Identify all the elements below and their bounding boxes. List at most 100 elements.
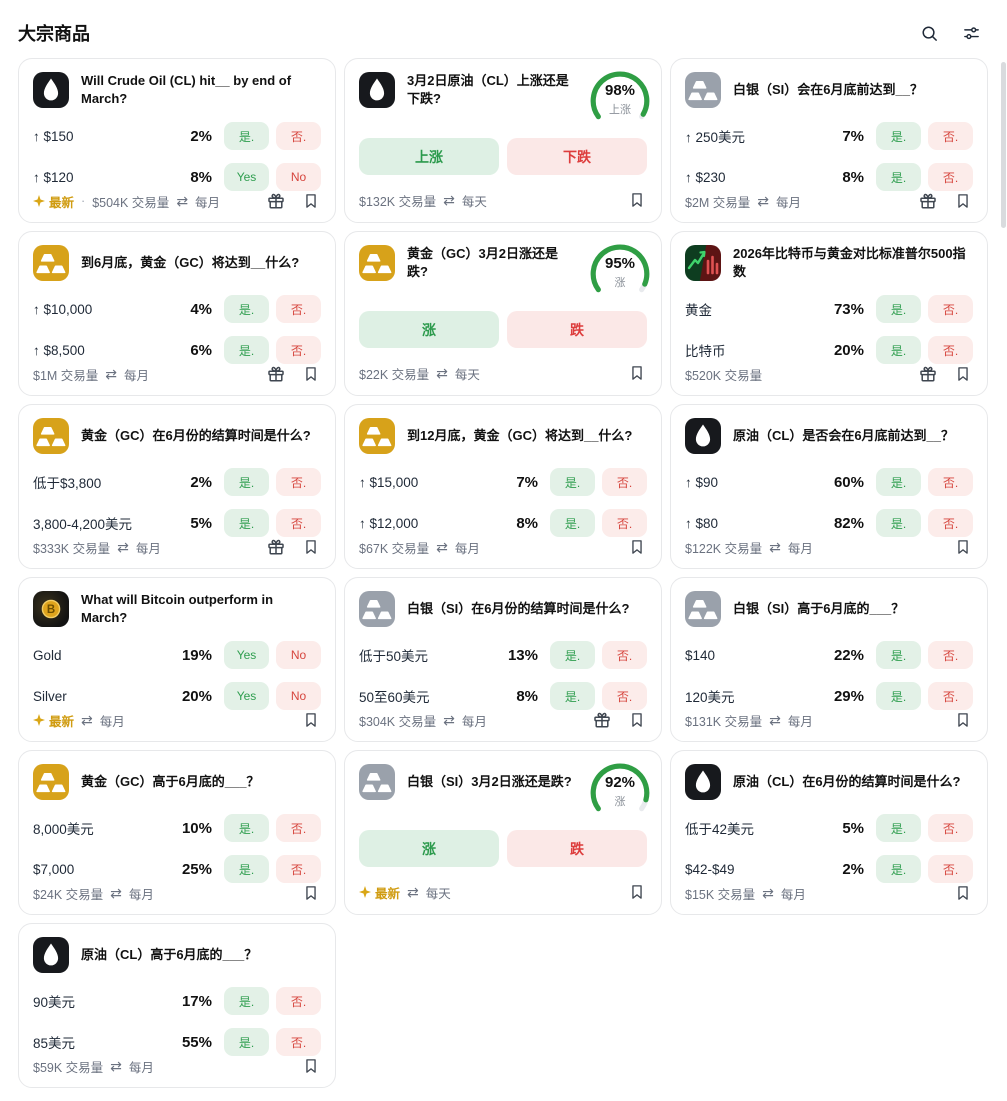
bookmark-icon[interactable]: [301, 364, 321, 384]
gift-icon[interactable]: [266, 537, 286, 557]
no-button[interactable]: 否.: [928, 682, 973, 710]
market-card[interactable]: 白银（SI）在6月份的结算时间是什么? 低于50美元 13% 是. 否. 50至…: [344, 577, 662, 742]
search-icon[interactable]: [919, 23, 939, 43]
no-button[interactable]: 否.: [276, 336, 321, 364]
yes-button[interactable]: 是.: [876, 855, 921, 883]
down-button[interactable]: 下跌: [507, 138, 647, 175]
no-button[interactable]: 否.: [928, 468, 973, 496]
gift-icon[interactable]: [592, 710, 612, 730]
up-button[interactable]: 涨: [359, 830, 499, 867]
market-card[interactable]: 黄金（GC）3月2日涨还是跌? 95% 涨 涨 跌 $22K 交易量 ⇄ 每天: [344, 231, 662, 396]
market-card[interactable]: Will Crude Oil (CL) hit__ by end of Marc…: [18, 58, 336, 223]
no-button[interactable]: 否.: [276, 122, 321, 150]
yes-button[interactable]: Yes: [224, 682, 269, 710]
bookmark-icon[interactable]: [301, 537, 321, 557]
no-button[interactable]: 否.: [276, 295, 321, 323]
yes-button[interactable]: 是.: [224, 987, 269, 1015]
yes-button[interactable]: 是.: [224, 468, 269, 496]
yes-button[interactable]: 是.: [876, 295, 921, 323]
no-button[interactable]: 否.: [276, 1028, 321, 1056]
no-button[interactable]: 否.: [602, 641, 647, 669]
yes-button[interactable]: 是.: [550, 509, 595, 537]
yes-button[interactable]: 是.: [876, 336, 921, 364]
scrollbar-thumb[interactable]: [1001, 62, 1006, 228]
bookmark-icon[interactable]: [301, 710, 321, 730]
filter-sliders-icon[interactable]: [961, 23, 981, 43]
yes-button[interactable]: Yes: [224, 163, 269, 191]
yes-button[interactable]: 是.: [876, 163, 921, 191]
market-card[interactable]: 到6月底，黄金（GC）将达到__什么? ↑ $10,000 4% 是. 否. ↑…: [18, 231, 336, 396]
yes-button[interactable]: 是.: [224, 122, 269, 150]
up-button[interactable]: 涨: [359, 311, 499, 348]
market-card[interactable]: 黄金（GC）高于6月底的___？ 8,000美元 10% 是. 否. $7,00…: [18, 750, 336, 915]
bookmark-icon[interactable]: [301, 191, 321, 211]
bookmark-icon[interactable]: [953, 191, 973, 211]
market-card[interactable]: 白银（SI）会在6月底前达到__？ ↑ 250美元 7% 是. 否. ↑ $23…: [670, 58, 988, 223]
no-button[interactable]: 否.: [928, 122, 973, 150]
no-button[interactable]: 否.: [276, 987, 321, 1015]
bookmark-icon[interactable]: [953, 537, 973, 557]
yes-button[interactable]: 是.: [224, 855, 269, 883]
no-button[interactable]: No: [276, 641, 321, 669]
no-button[interactable]: 否.: [602, 468, 647, 496]
yes-button[interactable]: 是.: [876, 122, 921, 150]
yes-button[interactable]: 是.: [224, 814, 269, 842]
no-button[interactable]: No: [276, 682, 321, 710]
gift-icon[interactable]: [918, 191, 938, 211]
market-card[interactable]: 到12月底，黄金（GC）将达到__什么? ↑ $15,000 7% 是. 否. …: [344, 404, 662, 569]
bookmark-icon[interactable]: [627, 710, 647, 730]
bookmark-icon[interactable]: [953, 883, 973, 903]
no-button[interactable]: 否.: [928, 641, 973, 669]
bookmark-icon[interactable]: [627, 190, 647, 210]
yes-button[interactable]: 是.: [550, 468, 595, 496]
yes-button[interactable]: 是.: [876, 468, 921, 496]
no-button[interactable]: 否.: [276, 814, 321, 842]
bookmark-icon[interactable]: [953, 710, 973, 730]
no-button[interactable]: 否.: [928, 509, 973, 537]
yes-button[interactable]: 是.: [224, 295, 269, 323]
bookmark-icon[interactable]: [627, 363, 647, 383]
no-button[interactable]: 否.: [276, 855, 321, 883]
bookmark-icon[interactable]: [301, 883, 321, 903]
down-button[interactable]: 跌: [507, 830, 647, 867]
gift-icon[interactable]: [918, 364, 938, 384]
yes-button[interactable]: 是.: [224, 336, 269, 364]
no-button[interactable]: 否.: [928, 163, 973, 191]
market-card[interactable]: 原油（CL）是否会在6月底前达到__？ ↑ $90 60% 是. 否. ↑ $8…: [670, 404, 988, 569]
no-button[interactable]: 否.: [928, 814, 973, 842]
market-card[interactable]: 白银（SI）3月2日涨还是跌? 92% 涨 涨 跌 最新 ⇄ 每天: [344, 750, 662, 915]
yes-button[interactable]: 是.: [224, 509, 269, 537]
footer-icons: [266, 191, 321, 211]
no-button[interactable]: 否.: [928, 855, 973, 883]
yes-button[interactable]: 是.: [550, 641, 595, 669]
market-card[interactable]: 2026年比特币与黄金对比标准普尔500指数 黄金 73% 是. 否. 比特币 …: [670, 231, 988, 396]
market-card[interactable]: 3月2日原油（CL）上涨还是下跌? 98% 上涨 上涨 下跌 $132K 交易量…: [344, 58, 662, 223]
no-button[interactable]: 否.: [928, 336, 973, 364]
gift-icon[interactable]: [266, 191, 286, 211]
market-card[interactable]: What will Bitcoin outperform in March? G…: [18, 577, 336, 742]
yes-button[interactable]: 是.: [876, 641, 921, 669]
down-button[interactable]: 跌: [507, 311, 647, 348]
bookmark-icon[interactable]: [301, 1056, 321, 1076]
market-card[interactable]: 原油（CL）在6月份的结算时间是什么? 低于42美元 5% 是. 否. $42-…: [670, 750, 988, 915]
yes-button[interactable]: 是.: [224, 1028, 269, 1056]
no-button[interactable]: 否.: [276, 509, 321, 537]
bookmark-icon[interactable]: [953, 364, 973, 384]
gift-icon[interactable]: [266, 364, 286, 384]
market-card[interactable]: 白银（SI）高于6月底的___？ $140 22% 是. 否. 120美元 29…: [670, 577, 988, 742]
market-card[interactable]: 原油（CL）高于6月底的___？ 90美元 17% 是. 否. 85美元 55%…: [18, 923, 336, 1088]
yes-button[interactable]: 是.: [876, 814, 921, 842]
yes-button[interactable]: Yes: [224, 641, 269, 669]
yes-button[interactable]: 是.: [876, 682, 921, 710]
up-button[interactable]: 上涨: [359, 138, 499, 175]
no-button[interactable]: 否.: [276, 468, 321, 496]
bookmark-icon[interactable]: [627, 537, 647, 557]
no-button[interactable]: No: [276, 163, 321, 191]
bookmark-icon[interactable]: [627, 882, 647, 902]
yes-button[interactable]: 是.: [550, 682, 595, 710]
yes-button[interactable]: 是.: [876, 509, 921, 537]
no-button[interactable]: 否.: [602, 682, 647, 710]
no-button[interactable]: 否.: [928, 295, 973, 323]
no-button[interactable]: 否.: [602, 509, 647, 537]
market-card[interactable]: 黄金（GC）在6月份的结算时间是什么? 低于$3,800 2% 是. 否. 3,…: [18, 404, 336, 569]
